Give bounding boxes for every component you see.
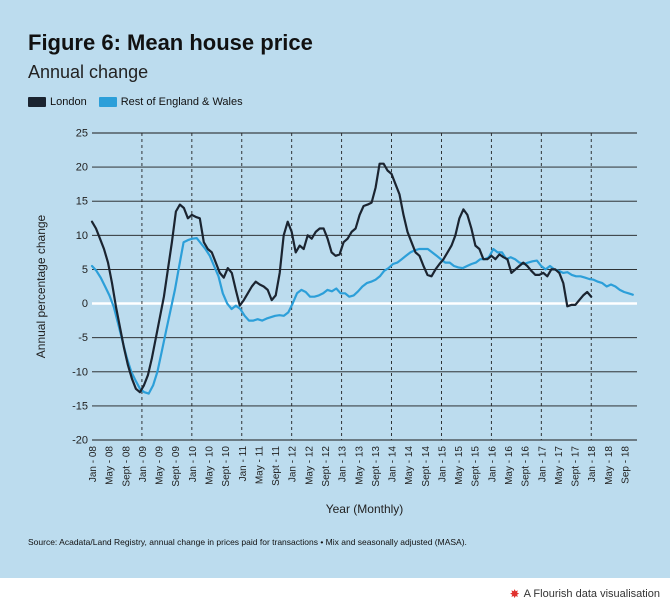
x-tick-label: May - 14 (404, 446, 415, 485)
chart-title: Figure 6: Mean house price (28, 30, 313, 55)
x-tick-label: Sept - 12 (321, 446, 332, 487)
source-note: Source: Acadata/Land Registry, annual ch… (28, 537, 467, 547)
y-tick-label: 5 (82, 264, 88, 276)
x-tick-label: May - 13 (354, 446, 365, 485)
y-tick-label: -10 (72, 366, 88, 378)
x-tick-label: Jan - 14 (388, 446, 399, 483)
x-tick-label: Sept - 09 (171, 446, 182, 487)
chart-panel: Figure 6: Mean house price Annual change… (0, 0, 670, 578)
legend-item-london[interactable]: London (28, 96, 87, 108)
legend-swatch-london (28, 97, 46, 107)
y-tick-label: -15 (72, 400, 88, 412)
x-tick-label: Sept - 13 (371, 446, 382, 487)
x-tick-label: May - 17 (554, 446, 565, 485)
legend-label-rest: Rest of England & Wales (120, 96, 243, 108)
x-tick-label: May - 11 (254, 446, 265, 485)
x-tick-label: Jan - 16 (487, 446, 498, 483)
x-tick-label: Jan - 13 (338, 446, 349, 483)
x-tick-label: Sept - 11 (271, 446, 282, 486)
x-tick-label: Jan - 15 (437, 446, 448, 483)
series-line-london (90, 162, 593, 394)
x-tick-label: Jan - 09 (138, 446, 149, 483)
legend-label-london: London (50, 96, 87, 108)
series-line-rest (90, 236, 634, 395)
x-tick-label: May - 18 (604, 446, 615, 485)
x-tick-label: May - 08 (105, 446, 116, 485)
x-tick-label: Sept - 14 (421, 446, 432, 487)
y-tick-label: 0 (82, 298, 88, 310)
y-tick-label: 15 (76, 196, 88, 208)
y-tick-label: 20 (76, 162, 88, 174)
x-tick-label: Sept - 08 (121, 446, 132, 487)
y-tick-label: 10 (76, 230, 88, 242)
y-tick-label: -20 (72, 435, 88, 447)
chart-subtitle: Annual change (28, 62, 149, 82)
x-tick-label: May - 16 (504, 446, 515, 485)
x-tick-label: May - 12 (304, 446, 315, 485)
legend: London Rest of England & Wales (28, 96, 243, 108)
x-tick-label: Sept - 10 (221, 446, 232, 487)
x-tick-label: Jan - 18 (587, 446, 598, 483)
x-tick-label: Sept - 17 (571, 446, 582, 487)
x-tick-label: Jan - 08 (88, 446, 99, 483)
x-axis-title: Year (Monthly) (326, 502, 404, 516)
flourish-credit-text: A Flourish data visualisation (523, 588, 660, 600)
y-tick-label: 25 (76, 128, 88, 140)
flourish-credit[interactable]: ✸ A Flourish data visualisation (510, 587, 660, 601)
x-tick-label: May - 15 (454, 446, 465, 485)
y-tick-label: -5 (78, 332, 88, 344)
legend-swatch-rest (98, 97, 117, 107)
x-tick-label: May - 09 (155, 446, 166, 485)
x-tick-label: Jan - 17 (537, 446, 548, 483)
legend-item-rest[interactable]: Rest of England & Wales (98, 96, 243, 108)
x-tick-label: Sept - 15 (471, 446, 482, 487)
x-tick-label: Sept - 16 (521, 446, 532, 487)
x-tick-label: Jan - 10 (188, 446, 199, 483)
x-tick-label: May - 10 (204, 446, 215, 485)
x-tick-label: Jan - 12 (288, 446, 299, 483)
flourish-logo-icon: ✸ (509, 587, 520, 601)
y-axis-title: Annual percentage change (34, 214, 48, 358)
x-tick-label: Jan - 11 (238, 446, 249, 482)
x-tick-label: Sep - 18 (621, 446, 632, 484)
